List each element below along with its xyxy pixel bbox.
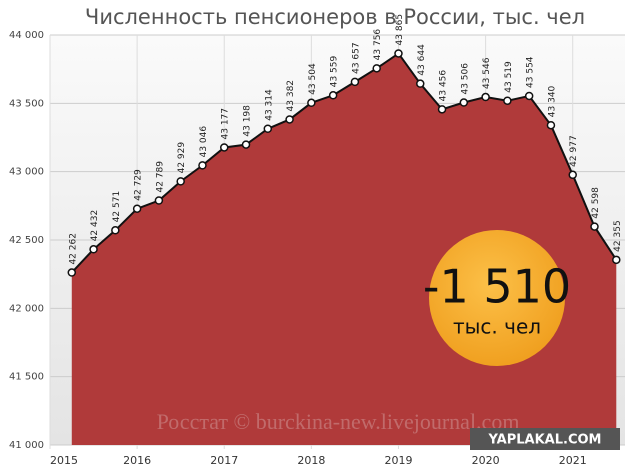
y-tick-label: 42 000 — [9, 303, 44, 314]
data-point — [328, 91, 338, 100]
data-point — [372, 64, 381, 73]
data-label: 43 657 — [351, 42, 361, 74]
y-tick-label: 44 000 — [9, 30, 44, 41]
data-point — [546, 120, 556, 130]
data-label: 42 598 — [591, 187, 601, 219]
data-label: 42 355 — [613, 220, 623, 252]
data-label: 43 198 — [243, 105, 253, 137]
callout-value: -1 510 — [423, 260, 571, 314]
data-label: 43 382 — [286, 80, 296, 112]
data-label: 42 977 — [569, 135, 579, 167]
data-point — [67, 268, 77, 277]
x-tick-label: 2021 — [559, 454, 587, 467]
data-label: 43 506 — [460, 63, 470, 95]
data-point — [219, 143, 229, 152]
data-label: 43 546 — [482, 57, 492, 89]
x-tick-label: 2016 — [123, 454, 151, 467]
data-label: 42 789 — [155, 161, 165, 193]
data-point — [307, 98, 316, 108]
data-point — [89, 245, 98, 254]
data-point — [176, 177, 185, 186]
data-point — [416, 79, 425, 88]
x-tick-label: 2015 — [50, 454, 78, 467]
x-tick-label: 2018 — [297, 454, 325, 467]
data-point — [394, 49, 403, 58]
data-label: 42 262 — [68, 233, 78, 265]
data-label: 42 432 — [90, 210, 100, 242]
y-tick-label: 43 500 — [9, 98, 44, 109]
data-label: 43 554 — [526, 56, 536, 88]
data-point — [459, 98, 469, 107]
data-point — [481, 92, 490, 102]
data-point — [524, 91, 534, 101]
data-label: 43 559 — [330, 56, 340, 88]
data-point — [437, 105, 447, 114]
y-tick-label: 43 000 — [9, 167, 44, 178]
data-point — [612, 255, 621, 265]
y-tick-label: 41 500 — [9, 372, 44, 383]
data-point — [590, 222, 599, 231]
chart-title: Численность пенсионеров в России, тыс. ч… — [85, 5, 585, 29]
data-point — [111, 226, 120, 235]
y-tick-label: 41 000 — [9, 440, 44, 451]
data-point — [285, 115, 294, 124]
data-point — [132, 204, 142, 213]
data-label: 42 929 — [177, 142, 187, 174]
data-label: 43 756 — [373, 29, 383, 61]
x-tick-label: 2017 — [210, 454, 238, 467]
data-label: 43 314 — [264, 89, 274, 121]
data-point — [198, 161, 207, 170]
data-label: 43 644 — [417, 44, 427, 76]
callout-circle — [429, 230, 565, 366]
data-point — [263, 124, 273, 134]
data-label: 43 340 — [547, 85, 557, 117]
data-point — [350, 77, 360, 87]
x-tick-label: 2019 — [384, 454, 412, 467]
data-label: 43 177 — [221, 108, 231, 140]
data-label: 42 729 — [134, 169, 144, 201]
data-label: 43 046 — [199, 126, 209, 158]
data-point — [568, 170, 577, 180]
badge: YAPLAKAL.COM — [488, 433, 602, 448]
source-watermark: Росстат © burckina-new.livejournal.com — [157, 409, 520, 434]
data-label: 43 519 — [504, 61, 514, 93]
data-label: 43 504 — [308, 63, 318, 95]
data-label: 43 456 — [439, 70, 449, 102]
data-label: 43 865 — [395, 14, 405, 46]
y-tick-label: 42 500 — [9, 235, 44, 246]
badge-background — [470, 428, 620, 450]
x-tick-label: 2020 — [472, 454, 500, 467]
data-point — [503, 96, 512, 105]
data-point — [154, 196, 164, 205]
data-label: 42 571 — [112, 191, 122, 223]
data-point — [241, 140, 251, 149]
callout-unit: тыс. чел — [453, 315, 541, 339]
